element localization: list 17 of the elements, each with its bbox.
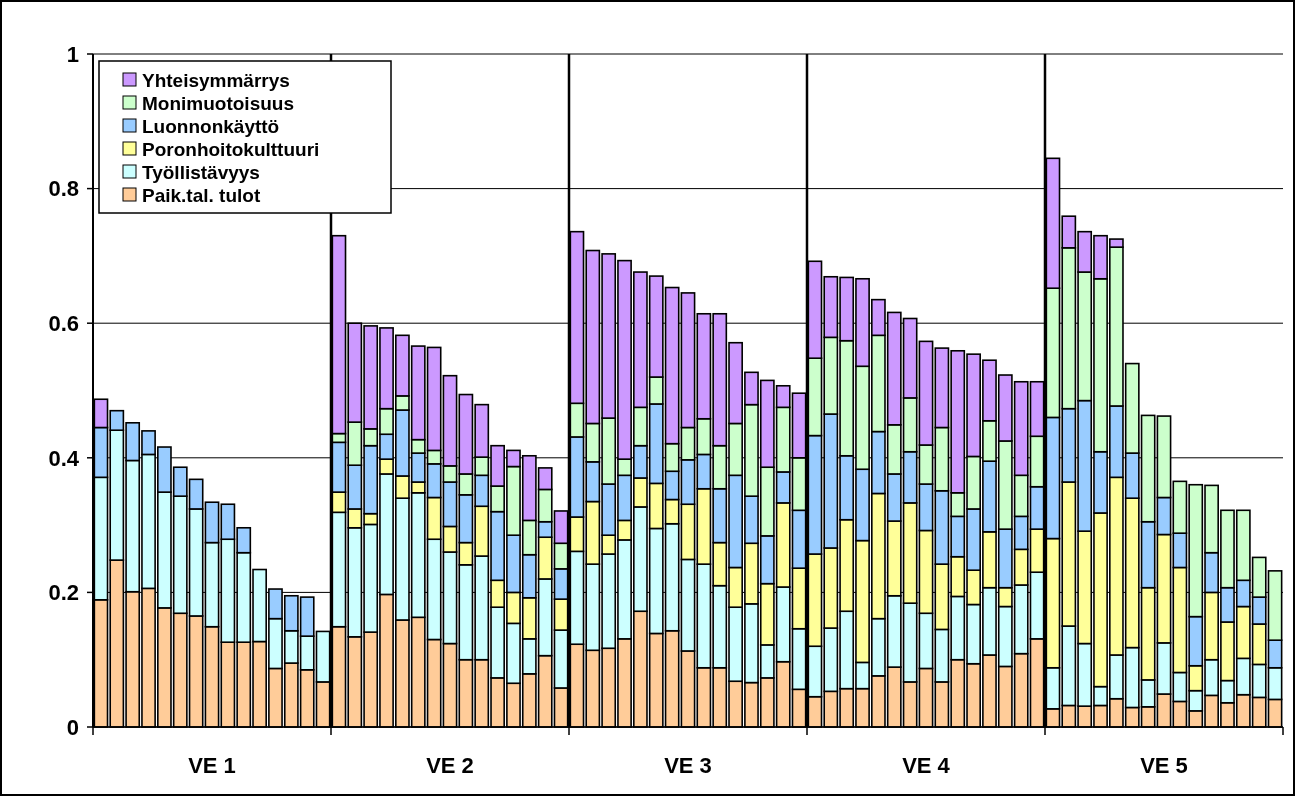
y-tick-label: 0.4 [48,445,80,471]
y-tick-label: 0.8 [48,176,79,202]
x-tick-label: VE 3 [664,753,712,778]
x-tick-label: VE 5 [1140,753,1188,778]
legend-label: Poronhoitokulttuuri [142,138,320,160]
legend-label: Monimuotoisuus [142,92,294,114]
y-tick-label: 0 [66,714,79,740]
x-tick-label: VE 2 [426,753,474,778]
x-tick-label: VE 1 [188,753,236,778]
legend-label: Yhteisymmärrys [142,69,290,91]
legend-label: Paik.tal. tulot [142,184,261,206]
x-tick-label: VE 4 [902,753,951,778]
legend-label: Luonnonkäyttö [142,115,280,137]
legend-label: Työllistävyys [142,161,260,183]
y-tick-label: 0.6 [48,310,79,336]
y-tick-label: 1 [66,41,79,67]
y-tick-label: 0.2 [48,580,79,606]
